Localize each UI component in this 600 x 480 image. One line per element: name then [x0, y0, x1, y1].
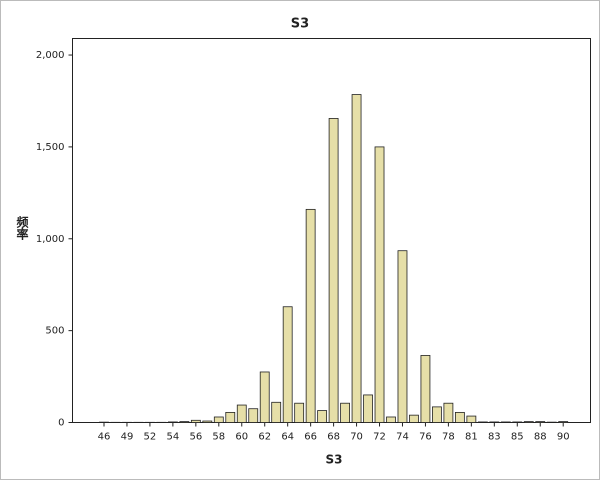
x-tick-label: 76 [419, 432, 432, 443]
bar [305, 208, 316, 423]
bar [500, 421, 511, 423]
bar [466, 415, 477, 423]
y-tick-label: 500 [45, 326, 64, 337]
bar [340, 402, 350, 423]
bar [225, 411, 236, 423]
bar [282, 306, 293, 423]
x-tick-label: 90 [557, 432, 570, 443]
x-tick-label: 88 [534, 432, 547, 443]
y-tick-label: 0 [58, 418, 64, 429]
bar [374, 146, 385, 423]
bar [512, 421, 523, 423]
bar [190, 419, 201, 423]
bar [454, 411, 465, 423]
bar [271, 401, 282, 423]
x-tick-label: 54 [167, 432, 180, 443]
bar [443, 402, 454, 423]
bar [489, 421, 500, 423]
x-tick-label: 58 [212, 432, 225, 443]
x-tick-label: 74 [396, 432, 409, 443]
bar [558, 421, 569, 423]
x-tick-label: 85 [511, 432, 524, 443]
bar [236, 404, 247, 423]
bar [420, 355, 431, 423]
x-tick-label: 83 [488, 432, 501, 443]
x-tick-label: 60 [235, 432, 248, 443]
x-tick-label: 62 [258, 432, 271, 443]
x-axis-title: S3 [326, 453, 343, 467]
x-tick-label: 81 [465, 432, 478, 443]
bar [523, 421, 534, 423]
bar [397, 250, 408, 423]
y-tick-label: 1,000 [36, 234, 65, 245]
y-tick-label: 1,500 [36, 142, 65, 153]
x-tick-label: 66 [304, 432, 317, 443]
bar [328, 118, 339, 423]
x-tick-label: 68 [327, 432, 340, 443]
x-tick-label: 72 [373, 432, 386, 443]
bar [167, 421, 178, 423]
y-tick-label: 2,000 [36, 50, 65, 61]
bar [202, 420, 213, 423]
x-tick-label: 56 [189, 432, 202, 443]
bar [317, 410, 328, 423]
x-tick-label: 49 [121, 432, 134, 443]
x-tick-label: 70 [350, 432, 363, 443]
x-tick-label: 52 [144, 432, 157, 443]
bar [179, 421, 190, 423]
bar [409, 414, 419, 423]
x-tick-label: 64 [281, 432, 294, 443]
bar [213, 416, 224, 423]
bar [294, 402, 305, 423]
bar [248, 408, 259, 423]
bar [259, 371, 270, 423]
bar [386, 416, 396, 423]
x-tick-label: 46 [98, 432, 111, 443]
y-axis-title: 频率 [15, 215, 29, 241]
chart-title: S3 [291, 17, 309, 32]
bar [351, 94, 362, 423]
bar [363, 394, 373, 423]
bar [535, 421, 546, 423]
x-tick-label: 78 [442, 432, 455, 443]
bar [432, 406, 442, 423]
bar [477, 421, 488, 423]
